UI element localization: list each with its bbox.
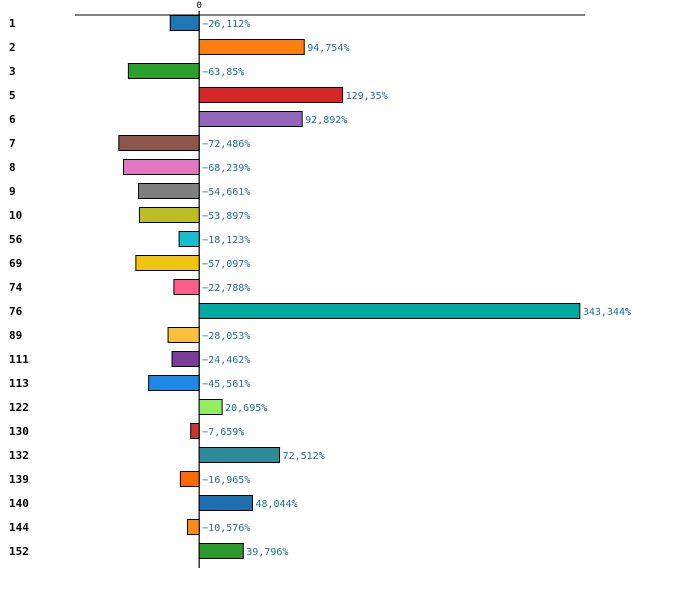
value-label-5: 129,35% bbox=[346, 91, 388, 102]
value-label-1: −26,112% bbox=[202, 19, 250, 30]
chart-axes: 0 bbox=[75, 1, 585, 568]
category-label-140: 140 bbox=[9, 497, 29, 510]
bar-69 bbox=[135, 255, 200, 271]
bar-6 bbox=[198, 111, 303, 127]
bar-7 bbox=[118, 135, 200, 151]
value-label-144: −10,576% bbox=[202, 523, 250, 534]
category-label-7: 7 bbox=[9, 137, 16, 150]
bar-3 bbox=[127, 63, 200, 79]
category-label-56: 56 bbox=[9, 233, 23, 246]
value-label-113: −45,561% bbox=[202, 379, 250, 390]
category-label-152: 152 bbox=[9, 545, 29, 558]
value-label-group: −26,112% 94,754% −63,85% 129,35% 92,892% −72,… bbox=[202, 19, 631, 558]
bar-76 bbox=[198, 303, 581, 319]
bar-144 bbox=[186, 519, 200, 535]
category-label-89: 89 bbox=[9, 329, 22, 342]
value-label-152: 39,796% bbox=[246, 547, 288, 558]
value-label-139: −16,965% bbox=[202, 475, 250, 486]
value-label-7: −72,486% bbox=[202, 139, 250, 150]
value-label-111: −24,462% bbox=[202, 355, 250, 366]
category-label-5: 5 bbox=[9, 89, 16, 102]
category-label-69: 69 bbox=[9, 257, 22, 270]
value-label-8: −68,239% bbox=[202, 163, 250, 174]
category-label-132: 132 bbox=[9, 449, 29, 462]
value-label-74: −22,788% bbox=[202, 283, 250, 294]
value-label-69: −57,097% bbox=[202, 259, 250, 270]
category-label-76: 76 bbox=[9, 305, 23, 318]
bar-139 bbox=[179, 471, 200, 487]
category-label-113: 113 bbox=[9, 377, 29, 390]
category-label-111: 111 bbox=[9, 353, 29, 366]
bar-132 bbox=[198, 447, 281, 463]
bar-140 bbox=[198, 495, 253, 511]
value-label-122: 20,695% bbox=[225, 403, 267, 414]
value-label-3: −63,85% bbox=[202, 67, 244, 78]
bar-56 bbox=[178, 231, 200, 247]
value-label-10: −53,897% bbox=[202, 211, 250, 222]
bar-111 bbox=[171, 351, 200, 367]
bar-group bbox=[118, 15, 581, 559]
bar-9 bbox=[138, 183, 200, 199]
category-label-144: 144 bbox=[9, 521, 29, 534]
bar-10 bbox=[138, 207, 200, 223]
value-label-130: −7,659% bbox=[202, 427, 244, 438]
category-label-122: 122 bbox=[9, 401, 29, 414]
value-label-6: 92,892% bbox=[305, 115, 347, 126]
value-label-140: 48,044% bbox=[255, 499, 297, 510]
category-label-6: 6 bbox=[9, 113, 16, 126]
category-label-130: 130 bbox=[9, 425, 29, 438]
category-label-139: 139 bbox=[9, 473, 29, 486]
zero-tick-label: 0 bbox=[196, 1, 201, 11]
category-label-74: 74 bbox=[9, 281, 23, 294]
value-label-2: 94,754% bbox=[307, 43, 349, 54]
bar-8 bbox=[123, 159, 200, 175]
bar-1 bbox=[169, 15, 200, 31]
bar-122 bbox=[198, 399, 223, 415]
bar-152 bbox=[198, 543, 244, 559]
category-label-3: 3 bbox=[9, 65, 16, 78]
bar-74 bbox=[173, 279, 200, 295]
category-label-8: 8 bbox=[9, 161, 16, 174]
category-label-9: 9 bbox=[9, 185, 16, 198]
category-label-1: 1 bbox=[9, 17, 16, 30]
bar-113 bbox=[148, 375, 200, 391]
bar-5 bbox=[198, 87, 344, 103]
category-label-10: 10 bbox=[9, 209, 22, 222]
value-label-9: −54,661% bbox=[202, 187, 250, 198]
bar-130 bbox=[190, 423, 200, 439]
value-label-76: 343,344% bbox=[583, 307, 631, 318]
value-label-89: −28,053% bbox=[202, 331, 250, 342]
value-label-132: 72,512% bbox=[283, 451, 325, 462]
category-label-group: 1235678910566974768911111312213013213914… bbox=[9, 17, 29, 558]
bar-89 bbox=[167, 327, 200, 343]
value-label-56: −18,123% bbox=[202, 235, 250, 246]
bar-2 bbox=[198, 39, 305, 55]
category-label-2: 2 bbox=[9, 41, 16, 54]
